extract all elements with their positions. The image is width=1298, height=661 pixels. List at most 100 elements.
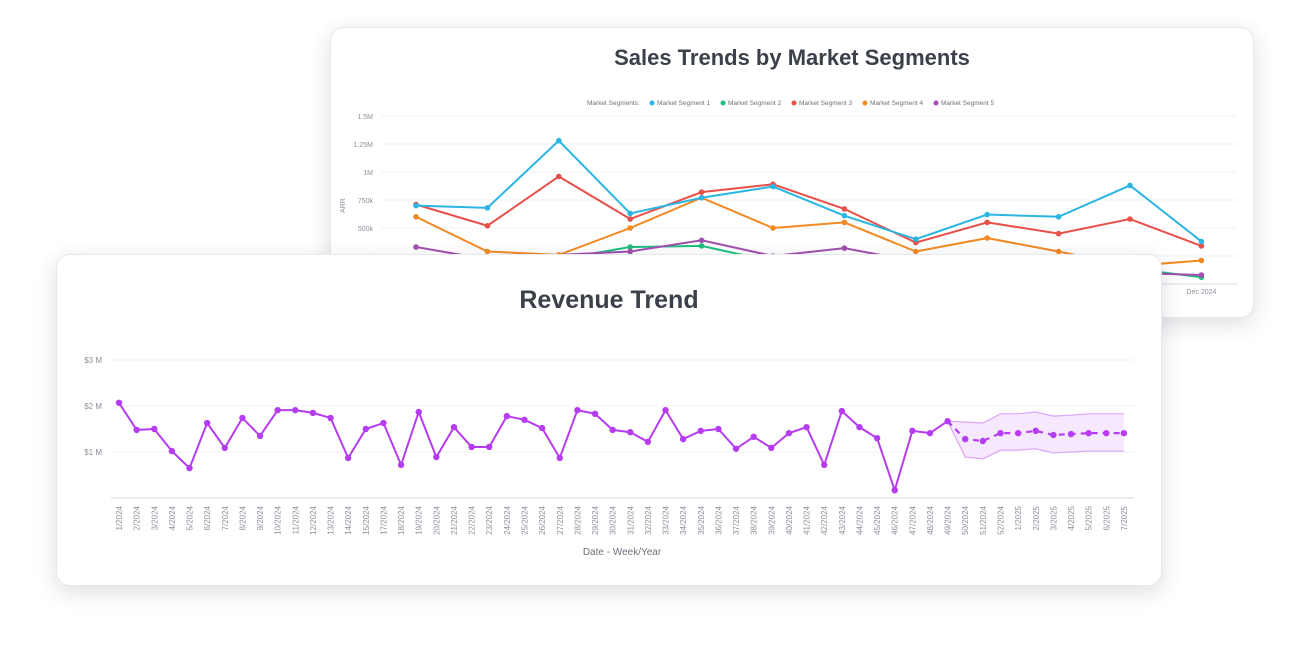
data-point bbox=[627, 248, 633, 255]
x-tick-label: 18/2024 bbox=[397, 505, 406, 534]
x-tick-label: 45/2024 bbox=[873, 505, 882, 534]
x-tick-label: 42/2024 bbox=[820, 505, 829, 534]
x-tick-label: 50/2024 bbox=[961, 505, 970, 534]
y-tick-label: 750k bbox=[358, 198, 374, 205]
x-tick-label: 4/2024 bbox=[168, 505, 177, 530]
data-point bbox=[679, 435, 687, 443]
data-point bbox=[627, 244, 633, 250]
x-tick-label: 28/2024 bbox=[573, 505, 582, 534]
data-point bbox=[484, 222, 491, 229]
x-tick-label: 23/2024 bbox=[485, 505, 494, 534]
data-point bbox=[256, 432, 264, 440]
data-point bbox=[413, 214, 419, 220]
data-point bbox=[785, 429, 793, 437]
x-tick-label: 2/2024 bbox=[133, 505, 142, 530]
x-tick-label: 22/2024 bbox=[468, 505, 477, 534]
x-tick-label: 5/2024 bbox=[186, 505, 195, 530]
data-point bbox=[1127, 216, 1133, 222]
y-tick-label: $2 M bbox=[84, 402, 102, 411]
x-tick-label: 51/2024 bbox=[979, 505, 988, 534]
y-tick-label: 500k bbox=[358, 226, 374, 233]
data-point bbox=[133, 426, 140, 434]
revenue-trend-chart: $1 M $2 M $3 M 1/2024 2/2024 3/2024 4/2024 5/20… bbox=[84, 356, 1134, 558]
x-axis-label: Date - Week/Year bbox=[583, 547, 662, 558]
data-point bbox=[913, 248, 919, 255]
data-point bbox=[415, 408, 422, 416]
x-tick-label: 26/2024 bbox=[538, 505, 547, 534]
data-point bbox=[891, 486, 898, 494]
data-point bbox=[151, 425, 158, 433]
data-point bbox=[841, 245, 848, 251]
forecast-line bbox=[946, 420, 1124, 443]
x-tick-label: 32/2024 bbox=[644, 505, 653, 534]
forecast-point bbox=[1014, 429, 1022, 437]
x-tick-label: 34/2024 bbox=[679, 505, 688, 534]
x-tick-label: 30/2024 bbox=[609, 505, 618, 534]
x-tick-label: 7/2024 bbox=[221, 505, 230, 530]
forecast-band bbox=[947, 411, 1124, 459]
x-tick-label: 25/2024 bbox=[520, 505, 529, 534]
legend-marker bbox=[720, 100, 726, 106]
data-point bbox=[556, 173, 562, 180]
data-point bbox=[503, 412, 511, 420]
x-tick-label: 24/2024 bbox=[503, 505, 512, 534]
legend-marker bbox=[933, 100, 939, 106]
legend-item: Market Segment 2 bbox=[728, 100, 781, 107]
x-tick-label: 46/2024 bbox=[891, 505, 900, 534]
data-point bbox=[627, 429, 634, 436]
data-point bbox=[556, 454, 563, 462]
x-tick-label: 49/2024 bbox=[944, 505, 953, 534]
data-point bbox=[380, 419, 387, 427]
x-tick-label: 39/2024 bbox=[767, 505, 776, 534]
data-point bbox=[450, 423, 458, 431]
y-axis-label: ARR bbox=[340, 198, 347, 213]
x-tick-label: 3/2025 bbox=[1049, 505, 1058, 530]
forecast-point bbox=[1067, 430, 1075, 438]
x-tick-label: 36/2024 bbox=[714, 505, 723, 534]
y-tick-label: 1.25M bbox=[354, 142, 374, 149]
data-point bbox=[362, 425, 370, 433]
forecast-point bbox=[1032, 427, 1039, 435]
data-point bbox=[698, 237, 705, 244]
data-point bbox=[873, 435, 881, 442]
forecast-point bbox=[1120, 429, 1128, 437]
data-point bbox=[841, 206, 848, 212]
legend-title: Market Segments: bbox=[587, 100, 640, 107]
forecast-point bbox=[1103, 429, 1110, 437]
data-point bbox=[1055, 214, 1062, 220]
x-tick-label: 2/2025 bbox=[1032, 505, 1041, 530]
data-point bbox=[413, 202, 419, 209]
data-point bbox=[484, 205, 491, 211]
data-point bbox=[838, 407, 846, 415]
legend-item: Market Segment 4 bbox=[870, 100, 923, 107]
data-point bbox=[274, 406, 281, 414]
data-point bbox=[627, 225, 633, 231]
data-point bbox=[1198, 257, 1205, 264]
x-tick-label: 31/2024 bbox=[626, 505, 635, 534]
data-point bbox=[984, 211, 990, 218]
data-point bbox=[627, 216, 633, 222]
x-tick-label: 8/2024 bbox=[238, 505, 247, 530]
data-point bbox=[239, 414, 246, 422]
data-point bbox=[1198, 243, 1205, 249]
data-point bbox=[309, 409, 317, 417]
x-tick-label: 21/2024 bbox=[450, 505, 459, 534]
data-point bbox=[186, 464, 193, 472]
data-point bbox=[344, 454, 352, 462]
revenue-trend-card: Revenue Trend $1 M $2 M $3 M 1/2024 2/2024 3/… bbox=[56, 254, 1162, 586]
x-tick-label: 12/2024 bbox=[309, 505, 318, 534]
chart-title-row: Revenue Trend bbox=[57, 286, 1161, 315]
data-point bbox=[821, 461, 828, 469]
data-point bbox=[397, 461, 405, 469]
x-tick-label: 1/2025 bbox=[1014, 505, 1023, 530]
data-point bbox=[1055, 248, 1062, 255]
actual-line bbox=[118, 402, 949, 494]
data-point bbox=[115, 399, 123, 406]
legend-marker bbox=[862, 100, 868, 106]
data-point bbox=[926, 429, 934, 437]
x-tick-label: 43/2024 bbox=[838, 505, 847, 534]
x-tick-label: Dec 2024 bbox=[1186, 289, 1216, 296]
data-point bbox=[770, 225, 776, 231]
forecast-upper-line bbox=[947, 411, 1124, 424]
